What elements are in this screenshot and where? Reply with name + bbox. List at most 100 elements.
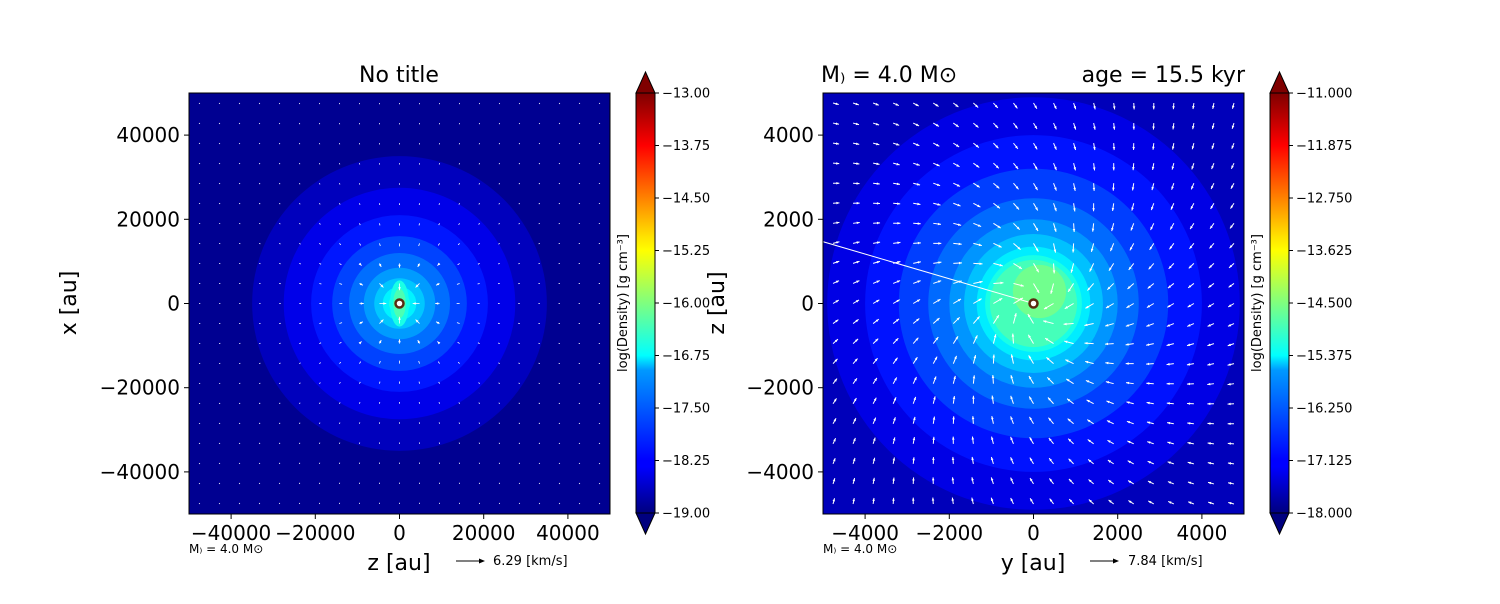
velocity-arrow <box>499 463 500 464</box>
velocity-arrow <box>259 243 260 244</box>
x-tick-label: 40000 <box>536 521 600 545</box>
velocity-arrow <box>319 123 320 124</box>
y-tick-label: 0 <box>801 292 814 316</box>
velocity-arrow <box>459 163 460 164</box>
star-mass-note-right: M₎ = 4.0 M⊙ <box>823 542 897 556</box>
velocity-arrow <box>478 283 480 284</box>
velocity-arrow <box>478 323 480 324</box>
velocity-arrow <box>259 363 260 364</box>
velocity-arrow <box>319 443 320 444</box>
velocity-arrow <box>599 203 600 204</box>
velocity-arrow <box>219 423 220 424</box>
x-tick-label: 20000 <box>452 521 516 545</box>
colorbar-tick-label: −16.75 <box>662 349 710 364</box>
velocity-arrow <box>259 103 260 104</box>
star-marker-left <box>396 300 404 308</box>
panel-right-title-left: M₎ = 4.0 M⊙ <box>821 63 957 88</box>
velocity-arrow <box>199 163 200 164</box>
colorbar-left: −13.00−13.75−14.50−15.25−16.00−16.75−17.… <box>616 72 710 534</box>
x-tick-label: 4000 <box>1176 521 1227 545</box>
y-tick-label: 4000 <box>763 123 814 147</box>
velocity-arrow <box>539 223 540 224</box>
velocity-arrow <box>279 363 280 364</box>
x-tick-label: −2000 <box>915 521 983 545</box>
velocity-arrow <box>579 383 580 384</box>
velocity-arrow <box>319 143 320 144</box>
colorbar-tick-label: −13.00 <box>662 87 710 102</box>
y-tick-label: 2000 <box>763 207 814 231</box>
velocity-arrow <box>499 103 500 104</box>
velocity-arrow <box>239 203 240 204</box>
y-tick-label: −4000 <box>746 460 814 484</box>
velocity-arrow <box>259 223 260 224</box>
colorbar-right-extend-bottom <box>1270 513 1289 534</box>
star-marker <box>396 300 404 308</box>
star-mass-note-left: M₎ = 4.0 M⊙ <box>189 542 263 556</box>
colorbar-tick-label: −17.50 <box>662 402 710 417</box>
x-axis-label-right: y [au] <box>1001 551 1066 576</box>
velocity-arrow <box>539 503 540 504</box>
colorbar-tick-label: −16.00 <box>662 297 710 312</box>
velocity-arrow <box>339 183 340 184</box>
velocity-arrow <box>479 483 480 484</box>
velocity-arrow <box>599 443 600 444</box>
velocity-arrow <box>599 403 600 404</box>
colorbar-right: −11.000−11.875−12.750−13.625−14.500−15.3… <box>1250 72 1352 534</box>
velocity-key-label-right: 7.84 [km/s] <box>1128 554 1203 569</box>
velocity-arrow <box>479 123 480 124</box>
y-axis-label-left: x [au] <box>57 271 82 336</box>
density-core <box>1013 265 1066 318</box>
x-axis-label-left: z [au] <box>367 551 430 576</box>
velocity-arrow <box>279 243 280 244</box>
velocity-arrow <box>599 183 600 184</box>
colorbar-right-extend-top <box>1270 72 1289 93</box>
colorbar-tick-label: −18.000 <box>1296 507 1352 522</box>
colorbar-tick-label: −11.000 <box>1296 87 1352 102</box>
velocity-arrow <box>299 143 300 144</box>
colorbar-left-ticks: −13.00−13.75−14.50−15.25−16.00−16.75−17.… <box>655 87 710 522</box>
colorbar-tick-label: −13.75 <box>662 139 710 154</box>
colorbar-right-gradient <box>1270 93 1289 513</box>
panel-right-title-right: age = 15.5 kyr <box>1082 63 1246 88</box>
velocity-arrow <box>579 183 580 184</box>
colorbar-tick-label: −12.750 <box>1296 192 1352 207</box>
colorbar-tick-label: −13.625 <box>1296 244 1352 259</box>
y-tick-label: 0 <box>167 292 180 316</box>
velocity-key-right: 7.84 [km/s] <box>1090 554 1203 569</box>
velocity-arrow <box>599 423 600 424</box>
velocity-arrow <box>279 483 280 484</box>
colorbar-tick-label: −17.125 <box>1296 454 1352 469</box>
velocity-arrow <box>199 423 200 424</box>
velocity-arrow <box>539 103 540 104</box>
velocity-arrow <box>259 503 260 504</box>
colorbar-tick-label: −16.250 <box>1296 402 1352 417</box>
velocity-arrow <box>499 503 500 504</box>
velocity-arrow <box>319 163 320 164</box>
velocity-arrow <box>299 463 300 464</box>
velocity-arrow <box>279 503 280 504</box>
velocity-arrow <box>299 503 300 504</box>
colorbar-left-label: log(Density) [g cm⁻³] <box>616 234 631 372</box>
star-marker-right <box>1030 300 1038 308</box>
velocity-arrow <box>599 163 600 164</box>
velocity-arrow <box>539 363 540 364</box>
velocity-arrow <box>419 382 420 384</box>
velocity-arrow <box>519 503 520 504</box>
velocity-arrow <box>559 403 560 404</box>
velocity-arrow <box>239 223 240 224</box>
x-tick-label: 0 <box>393 521 406 545</box>
panel-left-title: No title <box>359 63 439 88</box>
velocity-arrow <box>219 403 220 404</box>
colorbar-tick-label: −18.25 <box>662 454 710 469</box>
colorbar-tick-label: −14.500 <box>1296 297 1352 312</box>
y-tick-label: 20000 <box>116 207 180 231</box>
y-axis-label-right: z [au] <box>705 271 730 334</box>
velocity-arrow <box>559 383 560 384</box>
velocity-arrow <box>459 183 460 184</box>
velocity-arrow <box>479 443 480 444</box>
velocity-arrow <box>519 483 520 484</box>
velocity-arrow <box>339 163 340 164</box>
velocity-arrow <box>579 223 580 224</box>
